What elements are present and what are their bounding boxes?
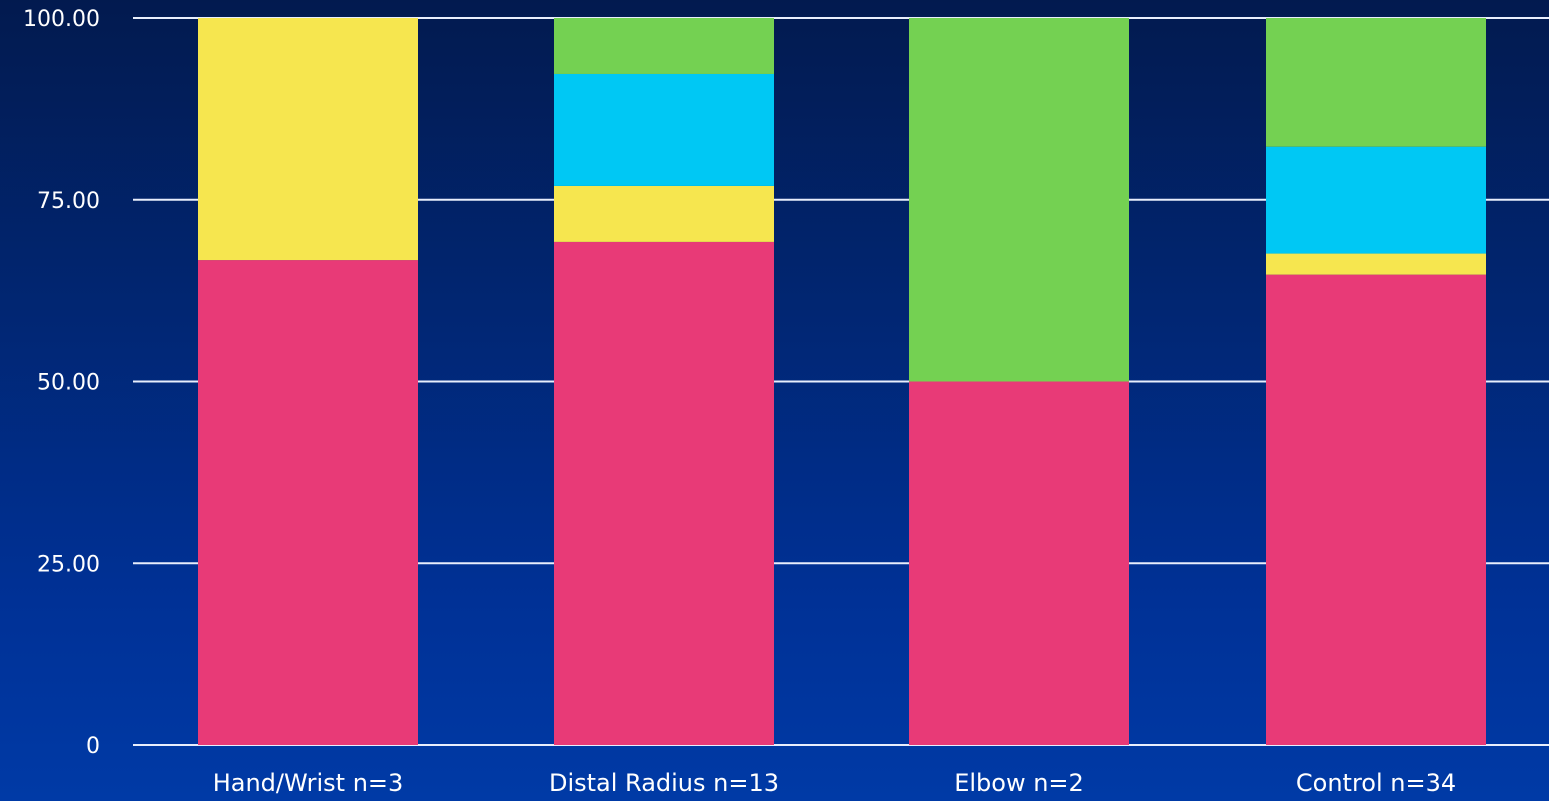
bar-stack [909,18,1129,745]
x-category-label: Hand/Wrist n=3 [213,769,404,797]
bar-segment [1266,18,1486,147]
bars [198,18,1486,745]
y-tick-label: 75.00 [37,189,100,214]
bar-segment [554,73,774,186]
bar-stack [554,18,774,745]
bar-segment [1266,146,1486,254]
y-tick-label: 100.00 [23,7,100,32]
bar-segment [1266,253,1486,275]
bar-segment [1266,274,1486,745]
bar-segment [198,18,418,261]
y-tick-label: 25.00 [37,552,100,577]
y-tick-label: 50.00 [37,371,100,396]
x-axis-categories: Hand/Wrist n=3 Distal Radius n=13 Elbow n=… [213,769,1456,797]
y-tick-label: 0 [86,734,100,759]
bar-stack [198,18,418,745]
x-category-label: Elbow n=2 [954,769,1084,797]
bar-segment [909,381,1129,745]
bar-segment [554,185,774,242]
bar-segment [554,241,774,745]
bar-stack [1266,18,1486,745]
bar-segment [198,260,418,745]
bar-segment [554,18,774,74]
y-axis-ticks: 0 25.00 50.00 75.00 100.00 [23,7,100,759]
bar-segment [909,18,1129,382]
x-category-label: Control n=34 [1296,769,1456,797]
x-category-label: Distal Radius n=13 [549,769,779,797]
